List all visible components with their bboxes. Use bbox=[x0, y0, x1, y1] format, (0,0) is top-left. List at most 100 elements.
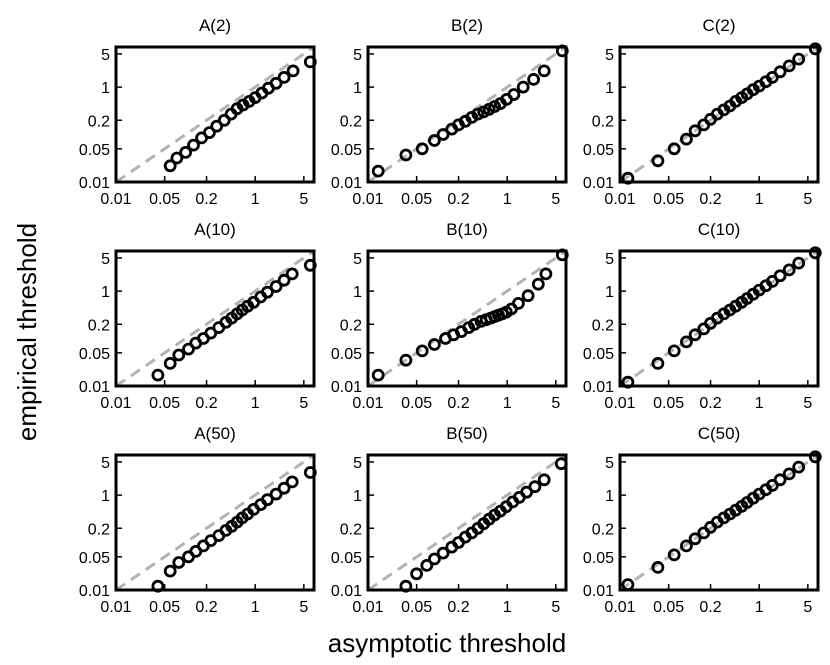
y-tick-label: 0.2 bbox=[88, 521, 110, 538]
data-point bbox=[773, 65, 787, 79]
plot-frame bbox=[366, 45, 568, 184]
plot-frame bbox=[618, 453, 820, 592]
x-tick-label: 5 bbox=[803, 191, 812, 208]
plot-frame bbox=[366, 249, 568, 388]
x-tick-label: 0.01 bbox=[352, 599, 383, 616]
data-point bbox=[172, 348, 186, 362]
y-tick-label: 1 bbox=[353, 80, 362, 97]
y-tick-label: 0.01 bbox=[583, 175, 614, 192]
data-point bbox=[782, 263, 796, 277]
x-tick-label: 0.05 bbox=[401, 599, 432, 616]
subplot-B(50): 0.01 0.05 0.2 1 5 0.01 0.05 0.2 1 5 B(50) bbox=[331, 424, 568, 616]
x-tick-label: 1 bbox=[755, 599, 764, 616]
y-tick-label: 0.2 bbox=[340, 113, 362, 130]
reference-line bbox=[619, 453, 819, 592]
subplot-A(10): 0.01 0.05 0.2 1 5 0.01 0.05 0.2 1 5 A(10) bbox=[79, 220, 317, 412]
data-point bbox=[436, 546, 450, 560]
subplot-C(2): 0.01 0.05 0.2 1 5 0.01 0.05 0.2 1 5 C(2) bbox=[583, 16, 822, 208]
y-axis-label: empirical threshold bbox=[12, 223, 42, 441]
y-tick-label: 5 bbox=[101, 455, 110, 472]
data-point bbox=[680, 539, 693, 553]
data-point bbox=[808, 450, 822, 464]
data-point bbox=[286, 64, 300, 78]
plot-frame bbox=[618, 45, 820, 184]
x-tick-label: 0.05 bbox=[653, 599, 684, 616]
data-point bbox=[277, 71, 291, 84]
x-tick-label: 0.05 bbox=[149, 395, 180, 412]
x-tick-label: 0.01 bbox=[604, 191, 635, 208]
plot-frame bbox=[114, 45, 316, 184]
data-point bbox=[399, 353, 413, 367]
data-point bbox=[172, 556, 186, 569]
data-point bbox=[410, 567, 424, 581]
reference-line bbox=[115, 453, 315, 592]
y-tick-label: 0.01 bbox=[331, 583, 362, 600]
y-tick-label: 5 bbox=[605, 47, 614, 64]
subplot-C(10): 0.01 0.05 0.2 1 5 0.01 0.05 0.2 1 5 C(10) bbox=[583, 220, 822, 412]
subplot-C(50): 0.01 0.05 0.2 1 5 0.01 0.05 0.2 1 5 C(50) bbox=[583, 424, 822, 616]
data-point bbox=[151, 368, 165, 382]
x-tick-label: 0.2 bbox=[195, 599, 217, 616]
x-tick-label: 0.01 bbox=[100, 395, 131, 412]
y-tick-label: 5 bbox=[605, 455, 614, 472]
data-point bbox=[792, 256, 806, 270]
x-tick-label: 0.01 bbox=[100, 191, 131, 208]
data-point bbox=[415, 344, 429, 358]
x-tick-label: 0.01 bbox=[100, 599, 131, 616]
data-point bbox=[471, 107, 485, 121]
subplot-title: B(50) bbox=[446, 424, 488, 443]
x-tick-label: 0.05 bbox=[653, 191, 684, 208]
data-point bbox=[808, 42, 822, 56]
y-tick-label: 5 bbox=[353, 47, 362, 64]
x-tick-label: 1 bbox=[503, 599, 512, 616]
x-tick-label: 1 bbox=[251, 395, 260, 412]
y-tick-label: 0.01 bbox=[79, 379, 110, 396]
x-tick-label: 1 bbox=[503, 395, 512, 412]
x-tick-label: 5 bbox=[299, 191, 308, 208]
subplot-title: B(10) bbox=[446, 220, 488, 239]
data-point bbox=[651, 356, 665, 370]
data-point bbox=[468, 317, 482, 331]
reference-line bbox=[115, 45, 315, 184]
x-tick-label: 0.05 bbox=[149, 599, 180, 616]
data-point bbox=[792, 52, 806, 66]
x-axis-label: asymptotic threshold bbox=[328, 628, 566, 658]
subplot-B(10): 0.01 0.05 0.2 1 5 0.01 0.05 0.2 1 5 B(10) bbox=[331, 220, 569, 412]
data-point bbox=[427, 552, 441, 566]
y-tick-label: 0.05 bbox=[79, 142, 110, 159]
data-point bbox=[260, 493, 274, 507]
reference-line bbox=[619, 45, 819, 184]
y-tick-label: 0.2 bbox=[592, 113, 614, 130]
y-tick-label: 1 bbox=[101, 488, 110, 505]
y-tick-label: 0.2 bbox=[88, 113, 110, 130]
plot-frame bbox=[618, 249, 820, 388]
data-point bbox=[688, 124, 702, 138]
y-tick-label: 0.2 bbox=[592, 521, 614, 538]
subplot-title: A(2) bbox=[199, 16, 231, 35]
x-tick-label: 0.05 bbox=[653, 395, 684, 412]
data-point bbox=[539, 267, 553, 281]
data-point bbox=[507, 88, 521, 101]
data-point bbox=[667, 142, 681, 156]
data-point bbox=[436, 128, 450, 141]
data-point bbox=[163, 356, 177, 370]
x-tick-label: 5 bbox=[299, 395, 308, 412]
data-point bbox=[651, 154, 665, 168]
data-point bbox=[808, 246, 822, 260]
y-tick-label: 1 bbox=[353, 284, 362, 301]
y-tick-label: 0.05 bbox=[331, 550, 362, 567]
y-tick-label: 1 bbox=[101, 284, 110, 301]
y-tick-label: 5 bbox=[101, 47, 110, 64]
y-tick-label: 0.2 bbox=[88, 317, 110, 334]
plot-frame bbox=[366, 453, 568, 592]
data-point bbox=[269, 280, 283, 293]
y-tick-label: 0.05 bbox=[331, 346, 362, 363]
data-point bbox=[680, 132, 693, 146]
data-point bbox=[773, 473, 787, 487]
data-point bbox=[537, 64, 551, 78]
data-point bbox=[217, 113, 231, 127]
y-tick-label: 0.01 bbox=[331, 175, 362, 192]
y-tick-label: 5 bbox=[353, 251, 362, 268]
data-point bbox=[512, 296, 525, 310]
data-point bbox=[371, 368, 385, 382]
